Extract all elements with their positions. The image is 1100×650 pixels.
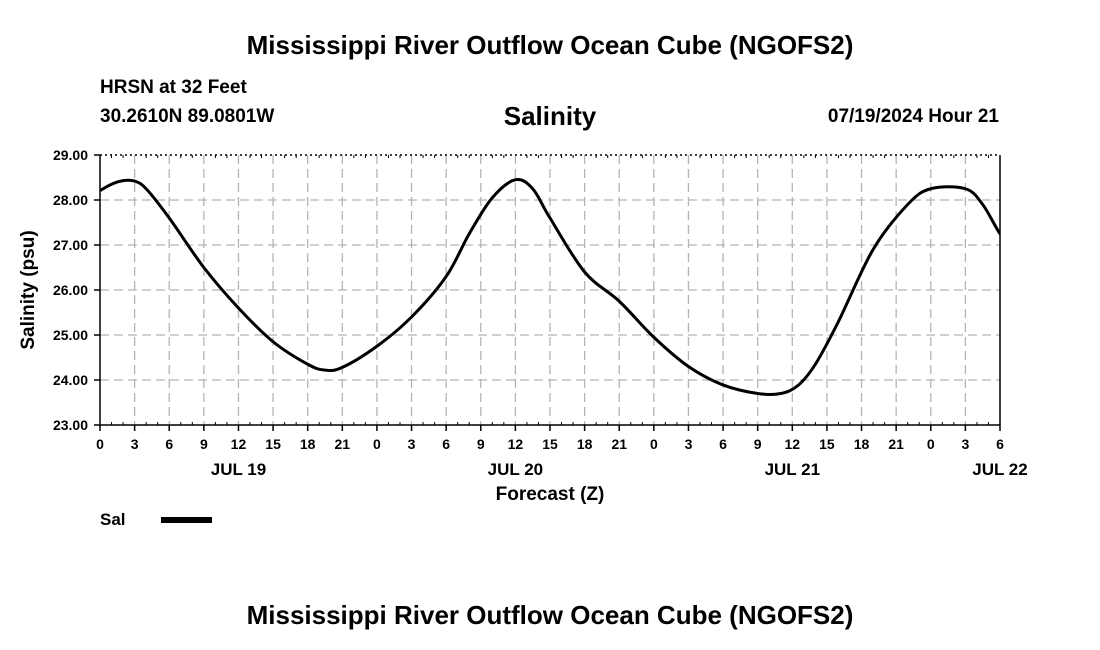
x-tick-label: 12 [231,436,247,452]
x-tick-label: 0 [650,436,658,452]
x-axis-label: Forecast (Z) [496,484,605,505]
x-tick-label: 12 [785,436,801,452]
x-tick-label: 15 [265,436,281,452]
chart-series [100,177,1000,397]
chart-title-bottom: Mississippi River Outflow Ocean Cube (NG… [246,600,854,630]
x-tick-label: 3 [408,436,416,452]
x-tick-label: 6 [719,436,727,452]
chart-title-top: Mississippi River Outflow Ocean Cube (NG… [246,30,854,60]
x-tick-label: 0 [96,436,104,452]
x-tick-label: 0 [927,436,935,452]
x-tick-label: 6 [996,436,1004,452]
x-tick-label: 18 [854,436,870,452]
x-tick-label: 21 [888,436,904,452]
x-tick-label: 3 [685,436,693,452]
chart-labels: 23.00 24.00 25.00 26.00 27.00 28.00 29.00 0 3 6 9 1… [53,147,1028,479]
x-tick-label: 3 [131,436,139,452]
x-tick-label: 12 [508,436,524,452]
chart-axes [94,154,1001,431]
x-tick-label: 9 [200,436,208,452]
x-tick-label: 3 [961,436,969,452]
y-tick-label: 28.00 [53,192,88,208]
y-tick-label: 25.00 [53,327,88,343]
plot-title: Salinity [503,101,597,131]
x-tick-label: 15 [542,436,558,452]
y-tick-label: 23.00 [53,417,88,433]
y-axis-label: Salinity (psu) [18,230,39,349]
x-tick-label: 0 [373,436,381,452]
station-coordinates: 30.2610N 89.0801W [100,106,275,127]
date-label: JUL 19 [211,460,266,479]
x-tick-label: 9 [754,436,762,452]
x-tick-label: 21 [611,436,627,452]
station-label: HRSN at 32 Feet [100,77,247,98]
x-tick-label: 18 [300,436,316,452]
x-tick-label: 9 [477,436,485,452]
x-tick-label: 15 [819,436,835,452]
date-label: JUL 20 [488,460,543,479]
x-tick-label: 6 [165,436,173,452]
salinity-chart: 23.00 24.00 25.00 26.00 27.00 28.00 29.00 0 3 6 9 1… [18,147,1028,529]
x-tick-label: 18 [577,436,593,452]
forecast-timestamp: 07/19/2024 Hour 21 [827,106,999,127]
y-tick-label: 29.00 [53,147,88,163]
date-label: JUL 21 [765,460,820,479]
y-tick-label: 24.00 [53,372,88,388]
y-tick-label: 26.00 [53,282,88,298]
legend-label: Sal [100,510,126,529]
x-tick-label: 21 [335,436,351,452]
x-tick-label: 6 [442,436,450,452]
y-tick-label: 27.00 [53,237,88,253]
salinity-line [100,177,1000,397]
chart-grid [100,155,1000,425]
date-label: JUL 22 [972,460,1027,479]
